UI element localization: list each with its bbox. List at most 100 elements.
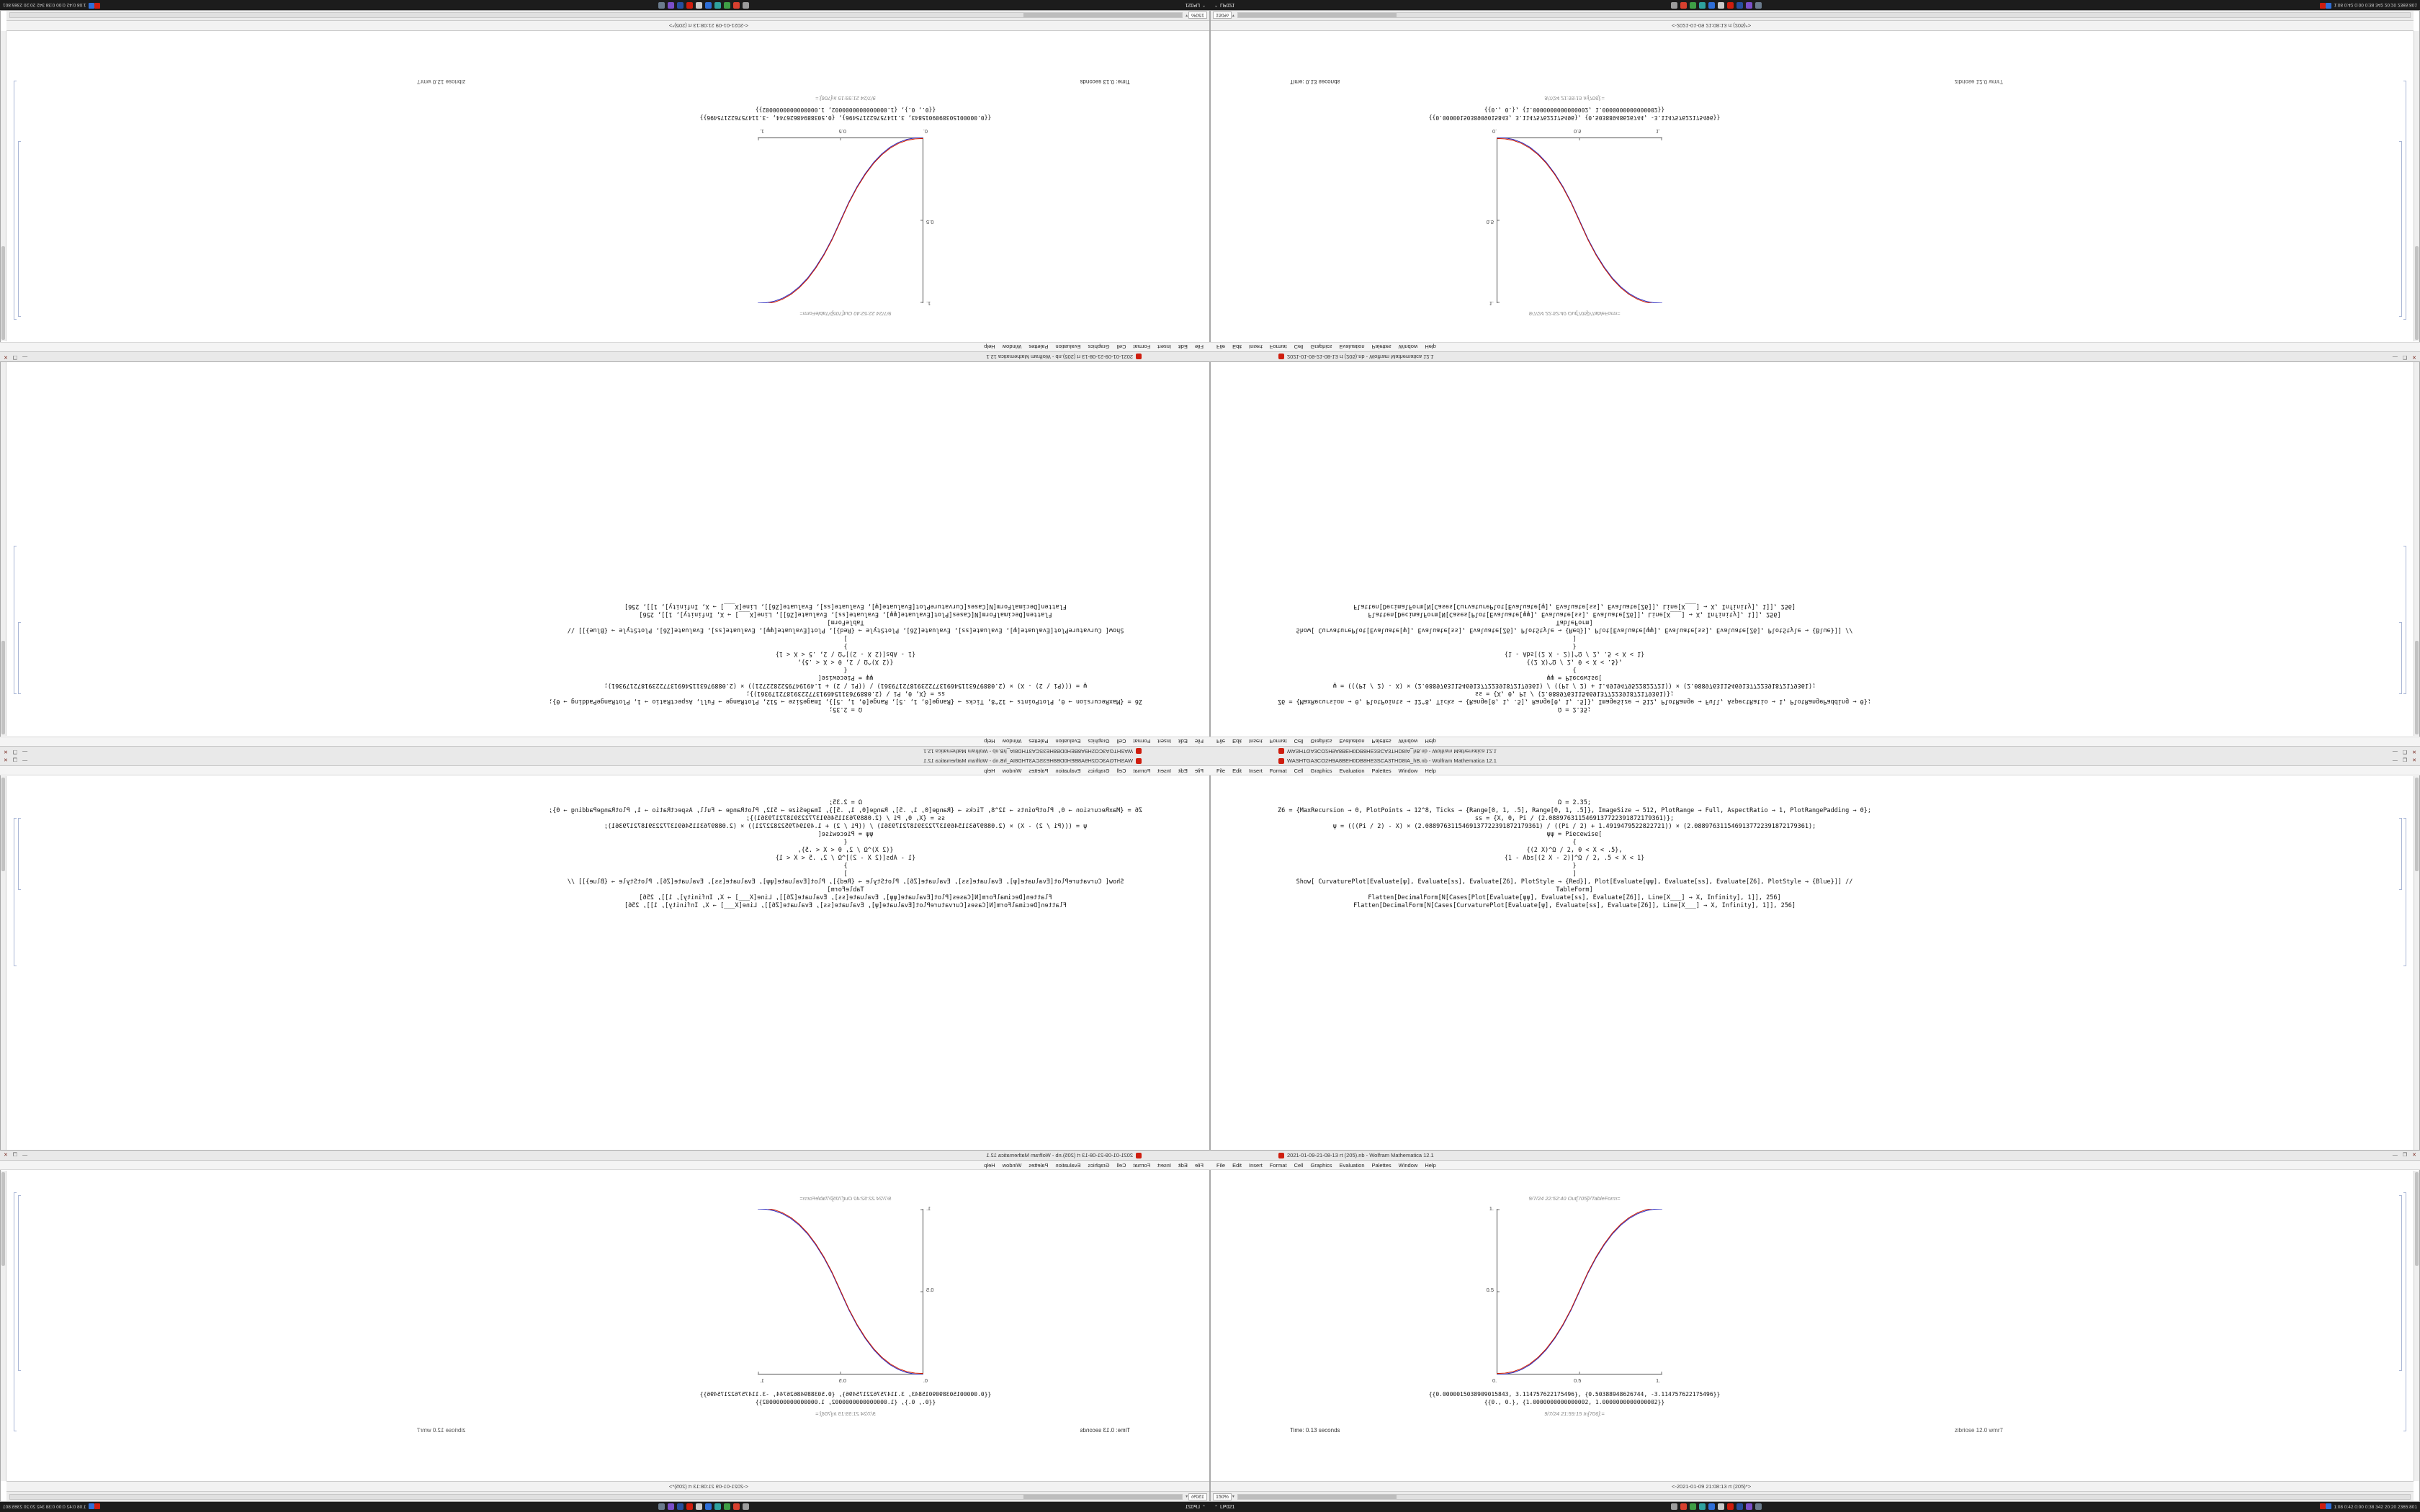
code-line[interactable]: ψ = (((Pi / 2) - X) × (2.088976311546913… bbox=[1332, 682, 1816, 689]
menu-palettes[interactable]: Palettes bbox=[1371, 767, 1392, 774]
menu-palettes[interactable]: Palettes bbox=[1028, 767, 1049, 774]
window-titlebar[interactable]: WASHTGA3CO2H9A8BEH0DB8HE3SCA3THD8IA_hB.n… bbox=[0, 756, 1210, 766]
zoom-control[interactable]: 150% bbox=[1213, 12, 1232, 19]
vertical-scrollbar[interactable] bbox=[1, 31, 6, 341]
taskbar-app-icon-silver[interactable] bbox=[696, 2, 702, 9]
code-line[interactable]: { bbox=[1572, 839, 1577, 846]
horizontal-scrollbar[interactable] bbox=[9, 12, 1183, 19]
code-line[interactable]: TableForm] bbox=[1556, 618, 1593, 626]
code-line[interactable]: ] bbox=[1572, 634, 1577, 642]
taskbar-app-icon-purple[interactable] bbox=[668, 2, 674, 9]
scrollbar-thumb[interactable] bbox=[2415, 246, 2419, 340]
minimize-button[interactable]: — bbox=[22, 757, 28, 763]
code-line[interactable]: Show[ CurvaturePlot[Evaluate[ψ], Evaluat… bbox=[567, 878, 1124, 886]
menu-evaluation[interactable]: Evaluation bbox=[1339, 1161, 1365, 1169]
code-line[interactable]: } bbox=[1572, 642, 1577, 649]
cell-bracket[interactable] bbox=[2399, 818, 2402, 890]
taskbar-start-area[interactable]: ⌃ LP021 bbox=[1186, 3, 1206, 8]
taskbar-app-icon-gray[interactable] bbox=[1671, 2, 1677, 9]
taskbar-app-icon-silver[interactable] bbox=[1718, 2, 1724, 9]
scrollbar-thumb[interactable] bbox=[2415, 641, 2419, 734]
code-line[interactable]: ψ = (((Pi / 2) - X) × (2.088976311546913… bbox=[1332, 823, 1816, 830]
taskbar-app-icon-green[interactable] bbox=[724, 1503, 730, 1510]
notebook-area[interactable]: Ω = 2.35; Z6 = {MaxRecursion → 0, PlotPoi… bbox=[1211, 362, 2414, 736]
menu-edit[interactable]: Edit bbox=[1178, 767, 1188, 774]
code-line[interactable]: ψ = (((Pi / 2) - X) × (2.088976311546913… bbox=[604, 823, 1088, 830]
menu-palettes[interactable]: Palettes bbox=[1028, 738, 1049, 745]
taskbar-app-icon-mathematica[interactable] bbox=[686, 2, 693, 9]
menu-graphics[interactable]: Graphics bbox=[1088, 1161, 1110, 1169]
code-line[interactable]: TableForm] bbox=[1556, 886, 1593, 894]
menu-evaluation[interactable]: Evaluation bbox=[1055, 738, 1081, 745]
menu-evaluation[interactable]: Evaluation bbox=[1055, 1161, 1081, 1169]
code-line[interactable]: Ω = 2.35; bbox=[828, 706, 863, 713]
close-button[interactable]: ✕ bbox=[2412, 749, 2416, 755]
code-line[interactable]: ψψ = Piecewise[ bbox=[1546, 831, 1603, 838]
scrollbar-thumb[interactable] bbox=[1023, 1494, 1183, 1499]
code-line[interactable]: Flatten[DecimalForm[N[Cases[CurvaturePlo… bbox=[624, 902, 1067, 909]
menu-palettes[interactable]: Palettes bbox=[1371, 343, 1392, 351]
menu-edit[interactable]: Edit bbox=[1178, 343, 1188, 351]
menu-insert[interactable]: Insert bbox=[1157, 343, 1171, 351]
menu-help[interactable]: Help bbox=[1425, 767, 1436, 774]
menu-window[interactable]: Window bbox=[1398, 343, 1418, 351]
code-line[interactable]: Flatten[DecimalForm[N[Cases[Plot[Evaluat… bbox=[1368, 894, 1781, 901]
horizontal-scrollbar[interactable] bbox=[1237, 12, 2411, 19]
taskbar-app-icon-red[interactable] bbox=[733, 2, 740, 9]
code-line[interactable]: {(2 X)^Ω / 2, 0 < X < .5}, bbox=[1526, 658, 1623, 665]
menu-help[interactable]: Help bbox=[984, 1161, 995, 1169]
cell-bracket[interactable] bbox=[18, 1195, 21, 1371]
horizontal-scrollbar[interactable] bbox=[9, 1493, 1183, 1500]
menu-edit[interactable]: Edit bbox=[1178, 738, 1188, 745]
code-line[interactable]: Z6 = {MaxRecursion → 0, PlotPoints → 12^… bbox=[1278, 807, 1871, 814]
window-titlebar[interactable]: 2021-01-09-21-08-13 rt (205).nb - Wolfra… bbox=[0, 351, 1210, 361]
cell-bracket[interactable] bbox=[14, 546, 17, 694]
menu-evaluation[interactable]: Evaluation bbox=[1055, 767, 1081, 774]
taskbar-app-icon-slate[interactable] bbox=[658, 1503, 665, 1510]
menu-cell[interactable]: Cell bbox=[1116, 767, 1126, 774]
menu-file[interactable]: File bbox=[1194, 343, 1204, 351]
code-line[interactable]: Flatten[DecimalForm[N[Cases[CurvaturePlo… bbox=[1353, 902, 1796, 909]
menu-cell[interactable]: Cell bbox=[1294, 343, 1304, 351]
vertical-scrollbar[interactable] bbox=[2414, 362, 2419, 736]
code-line[interactable]: {1 - Abs[(2 X - 2)]^Ω / 2, .5 < X < 1} bbox=[775, 650, 916, 657]
vertical-scrollbar[interactable] bbox=[2414, 776, 2419, 1150]
scrollbar-thumb[interactable] bbox=[2415, 1172, 2419, 1266]
tray-icon-blue[interactable] bbox=[2326, 1503, 2332, 1509]
code-line[interactable]: TableForm] bbox=[827, 886, 864, 894]
minimize-button[interactable]: — bbox=[22, 1152, 28, 1158]
taskbar-app-icon-purple[interactable] bbox=[1746, 1503, 1752, 1510]
menu-help[interactable]: Help bbox=[984, 767, 995, 774]
menu-format[interactable]: Format bbox=[1133, 1161, 1151, 1169]
code-line[interactable]: Flatten[DecimalForm[N[Cases[CurvaturePlo… bbox=[624, 603, 1067, 610]
minimize-button[interactable]: — bbox=[22, 749, 28, 755]
code-line[interactable]: } bbox=[1572, 863, 1577, 870]
taskbar-start-area[interactable]: ⌃ LP021 bbox=[1214, 3, 1234, 8]
menu-window[interactable]: Window bbox=[1398, 767, 1418, 774]
taskbar-app-icon-teal[interactable] bbox=[714, 2, 721, 9]
minimize-button[interactable]: — bbox=[22, 354, 28, 360]
vertical-scrollbar[interactable] bbox=[2414, 1171, 2419, 1481]
taskbar-app-icon-silver[interactable] bbox=[696, 1503, 702, 1510]
scrollbar-thumb[interactable] bbox=[1237, 1494, 1397, 1499]
notebook-area[interactable]: Ω = 2.35; Z6 = {MaxRecursion → 0, PlotPoi… bbox=[6, 776, 1209, 1150]
notebook-area[interactable]: 9/7/24 22:52:40 Out[705]//TableForm= bbox=[6, 1171, 1209, 1481]
cell-bracket[interactable] bbox=[2399, 622, 2402, 694]
menu-window[interactable]: Window bbox=[1002, 738, 1022, 745]
close-button[interactable]: ✕ bbox=[2412, 354, 2416, 360]
taskbar-app-icon-navy[interactable] bbox=[1736, 2, 1743, 9]
code-line[interactable]: ] bbox=[1572, 870, 1577, 878]
taskbar-app-icon-navy[interactable] bbox=[1736, 1503, 1743, 1510]
taskbar-app-icon-slate[interactable] bbox=[1755, 2, 1762, 9]
menu-insert[interactable]: Insert bbox=[1157, 767, 1171, 774]
code-line[interactable]: ss = {X, 0, Pi / (2.08897631154691377223… bbox=[745, 690, 946, 697]
scrollbar-thumb[interactable] bbox=[1, 1172, 5, 1266]
taskbar-start-area[interactable]: ⌃ LP021 bbox=[1214, 1505, 1234, 1510]
scrollbar-thumb[interactable] bbox=[2415, 778, 2419, 871]
menu-insert[interactable]: Insert bbox=[1157, 738, 1171, 745]
window-titlebar[interactable]: WASHTGA3CO2H9A8BEH0DB8HE3SCA3THD8IA_hB.n… bbox=[0, 746, 1210, 756]
taskbar-start-area[interactable]: ⌃ LP021 bbox=[1186, 1505, 1206, 1510]
menu-edit[interactable]: Edit bbox=[1232, 343, 1242, 351]
menu-graphics[interactable]: Graphics bbox=[1088, 767, 1110, 774]
taskbar-app-icon-purple[interactable] bbox=[1746, 2, 1752, 9]
